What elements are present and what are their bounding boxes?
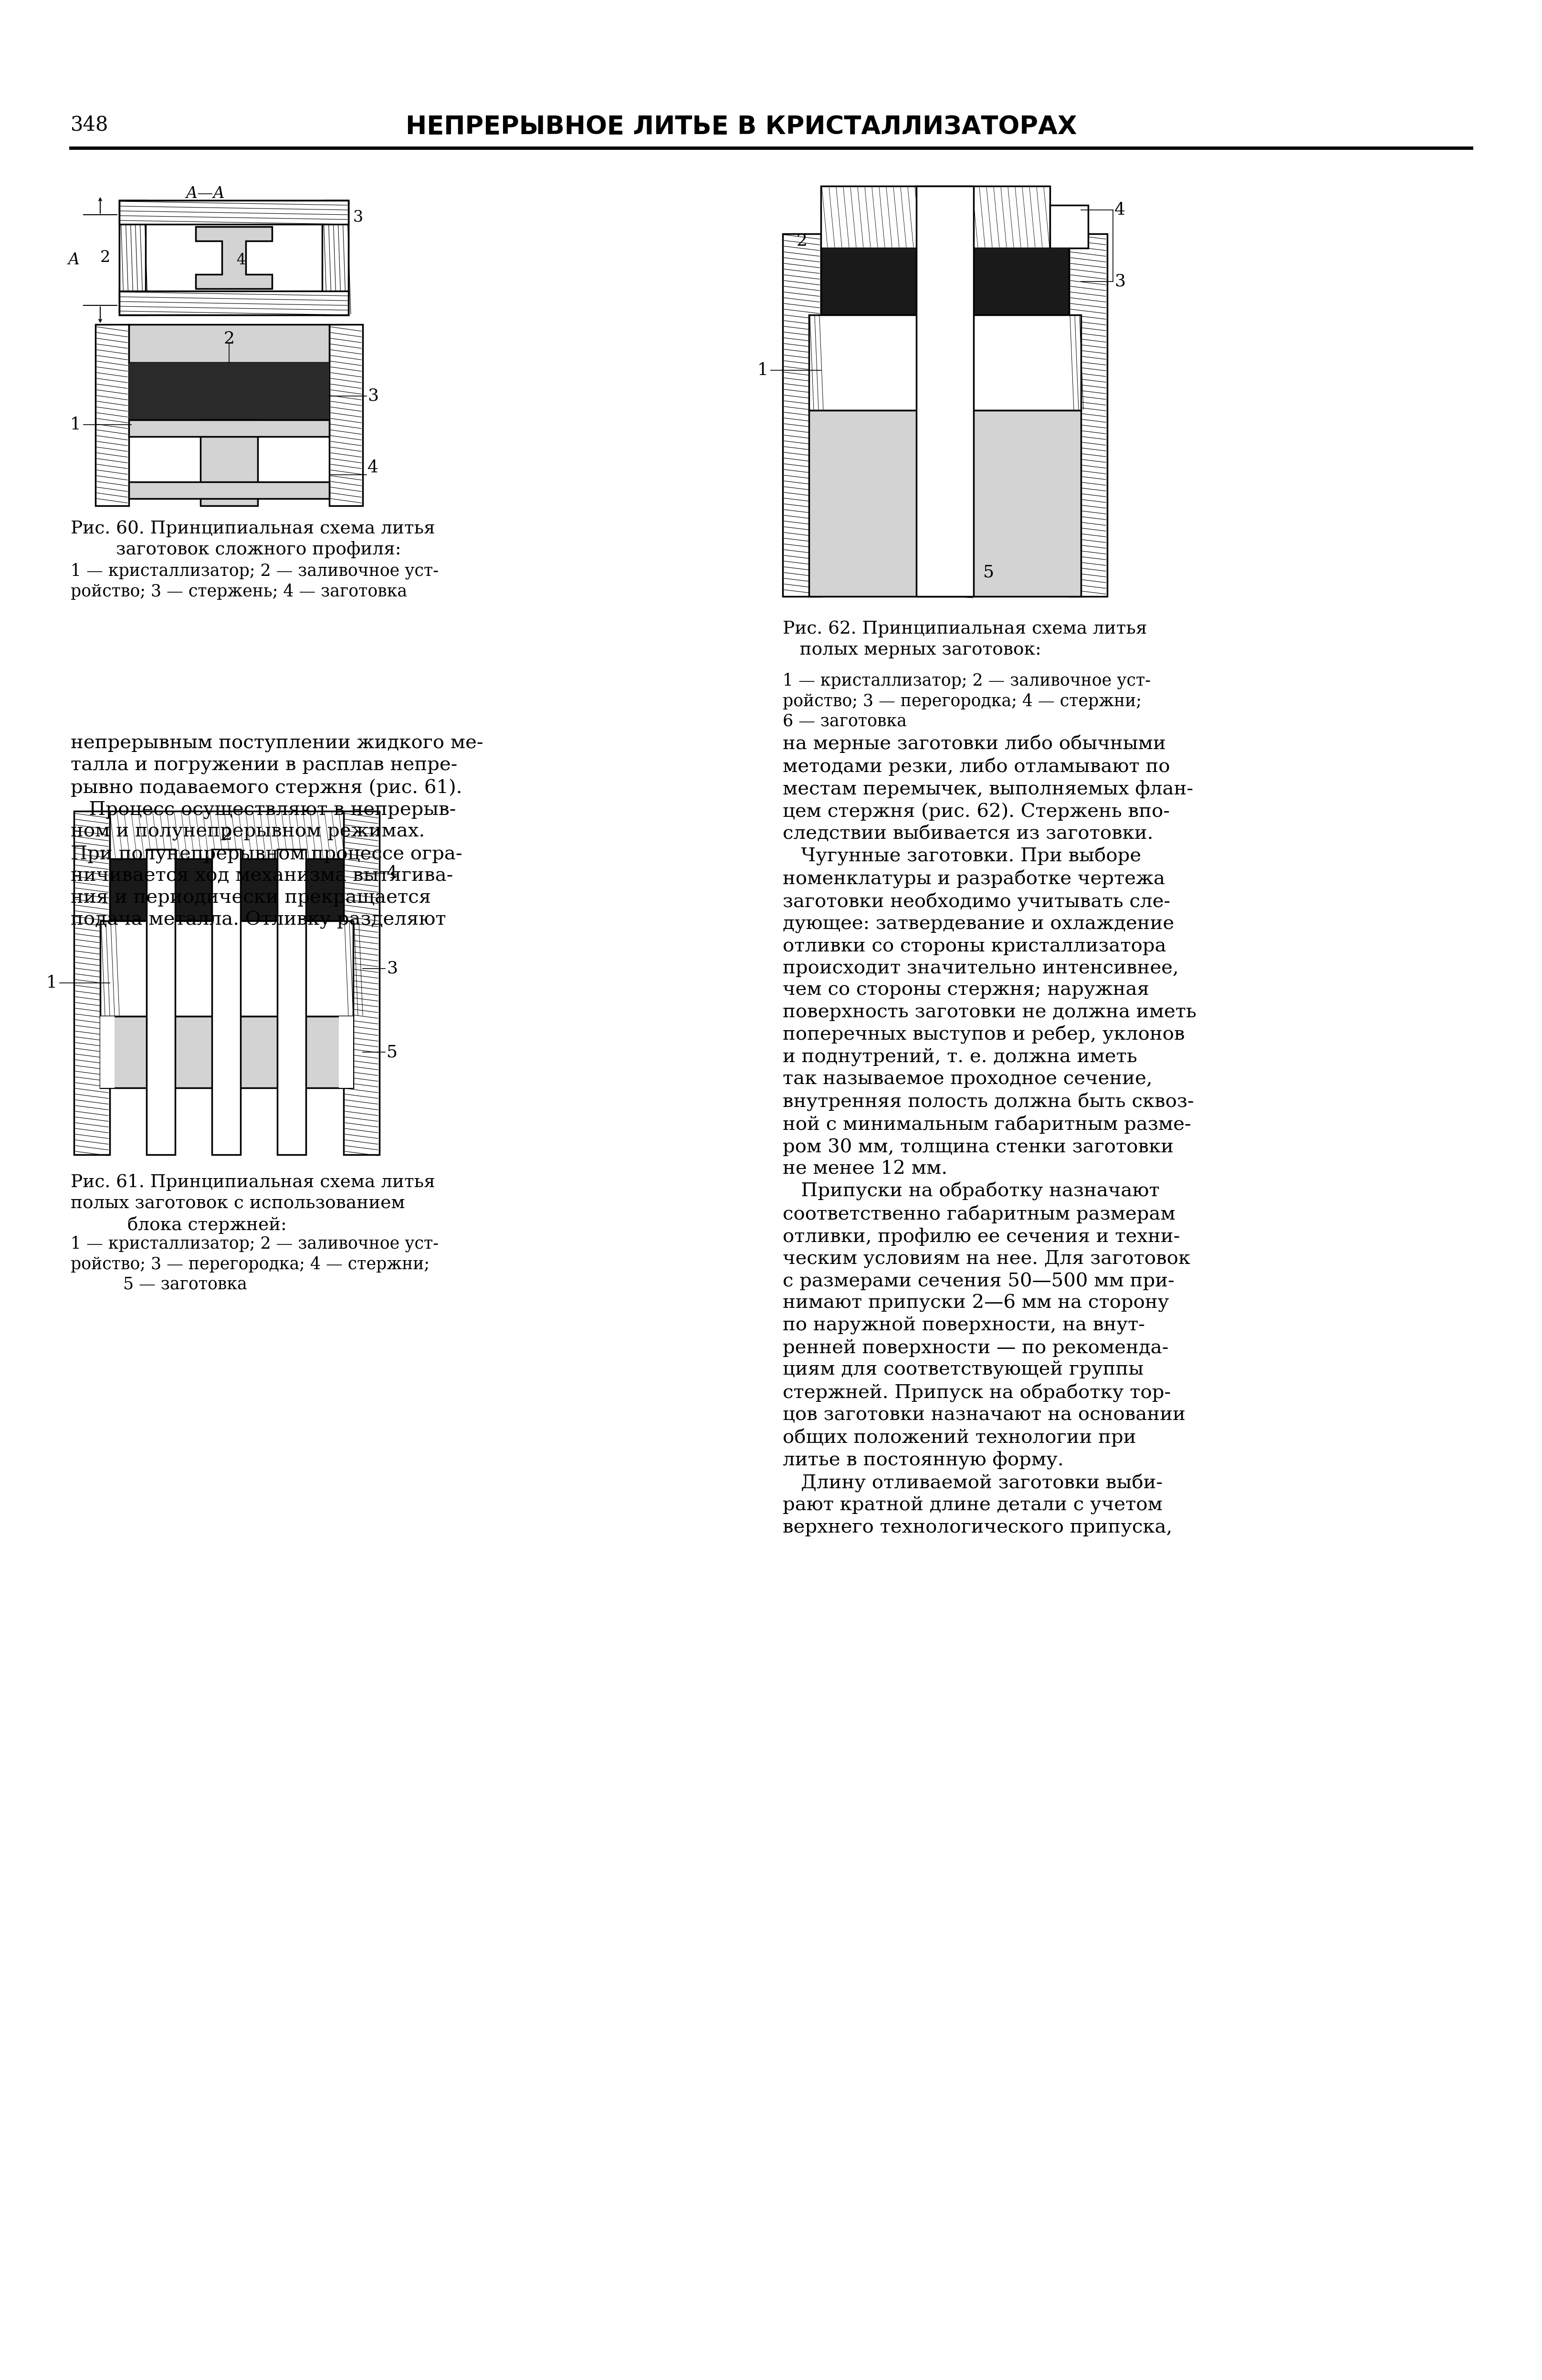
Bar <box>100 1016 114 1088</box>
Bar <box>820 248 1069 314</box>
Bar <box>119 200 145 314</box>
Text: 2: 2 <box>221 826 233 843</box>
Text: 1: 1 <box>757 362 768 378</box>
Bar <box>1050 205 1089 248</box>
Text: 1 — кристаллизатор; 2 — заливочное уст-
ройство; 3 — перегородка; 4 — стержни;
 : 1 — кристаллизатор; 2 — заливочное уст- … <box>71 1235 438 1292</box>
Text: 348: 348 <box>71 114 108 136</box>
Text: 1 — кристаллизатор; 2 — заливочное уст-
ройство; 3 — перегородка; 4 — стержни;
6: 1 — кристаллизатор; 2 — заливочное уст- … <box>783 674 1150 728</box>
Text: A—A: A—A <box>185 186 225 202</box>
Text: Рис. 61. Принципиальная схема литья
полых заготовок с использованием
          б: Рис. 61. Принципиальная схема литья полы… <box>71 1173 435 1233</box>
Bar <box>339 1016 353 1088</box>
Bar <box>146 850 176 1154</box>
Bar <box>810 409 1081 597</box>
Bar <box>109 812 344 859</box>
Polygon shape <box>196 226 271 288</box>
Bar <box>119 290 348 314</box>
Bar <box>1069 233 1107 597</box>
Text: НЕПРЕРЫВНОЕ ЛИТЬЕ В КРИСТАЛЛИЗАТОРАХ: НЕПРЕРЫВНОЕ ЛИТЬЕ В КРИСТАЛЛИЗАТОРАХ <box>406 114 1076 140</box>
Text: 4: 4 <box>387 864 398 881</box>
Bar <box>278 850 305 1154</box>
Bar <box>96 324 130 507</box>
Bar <box>344 812 379 1154</box>
Bar <box>130 481 330 500</box>
Bar <box>100 921 353 1016</box>
Text: 4: 4 <box>367 459 378 476</box>
Text: Рис. 60. Принципиальная схема литья
        заготовок сложного профиля:: Рис. 60. Принципиальная схема литья заго… <box>71 521 435 559</box>
Bar <box>109 859 344 921</box>
Bar <box>810 314 1081 409</box>
Text: Рис. 62. Принципиальная схема литья
   полых мерных заготовок:: Рис. 62. Принципиальная схема литья полы… <box>783 621 1147 659</box>
Text: 1: 1 <box>46 976 57 990</box>
Bar <box>783 233 820 597</box>
Text: 3: 3 <box>1115 274 1126 290</box>
Text: A: A <box>68 252 80 267</box>
Text: 4: 4 <box>236 252 245 267</box>
Bar <box>100 1016 353 1088</box>
Bar <box>130 419 330 436</box>
Bar <box>322 200 348 314</box>
Text: 2: 2 <box>100 250 111 264</box>
Text: 1: 1 <box>69 416 82 433</box>
Text: непрерывным поступлении жидкого ме-
талла и погружении в расплав непре-
рывно по: непрерывным поступлении жидкого ме- талл… <box>71 735 483 928</box>
Text: 3: 3 <box>367 388 378 405</box>
Bar <box>119 200 348 224</box>
Bar <box>200 419 258 507</box>
Bar <box>916 186 973 597</box>
Text: 1 — кристаллизатор; 2 — заливочное уст-
ройство; 3 — стержень; 4 — заготовка: 1 — кристаллизатор; 2 — заливочное уст- … <box>71 564 438 600</box>
Bar <box>211 850 241 1154</box>
Bar <box>119 200 348 314</box>
Text: 5: 5 <box>387 1045 398 1059</box>
Text: 3: 3 <box>387 962 398 976</box>
Text: на мерные заготовки либо обычными
методами резки, либо отламывают по
местам пере: на мерные заготовки либо обычными метода… <box>783 735 1197 1537</box>
Text: 2: 2 <box>796 233 808 250</box>
Bar <box>330 324 362 507</box>
Bar <box>74 812 109 1154</box>
Text: 4: 4 <box>1115 202 1126 219</box>
Text: 2: 2 <box>224 331 234 347</box>
Bar <box>130 362 330 419</box>
Text: 5: 5 <box>984 564 995 581</box>
Text: 3: 3 <box>353 209 364 226</box>
Bar <box>820 186 1050 248</box>
Bar <box>130 324 330 362</box>
